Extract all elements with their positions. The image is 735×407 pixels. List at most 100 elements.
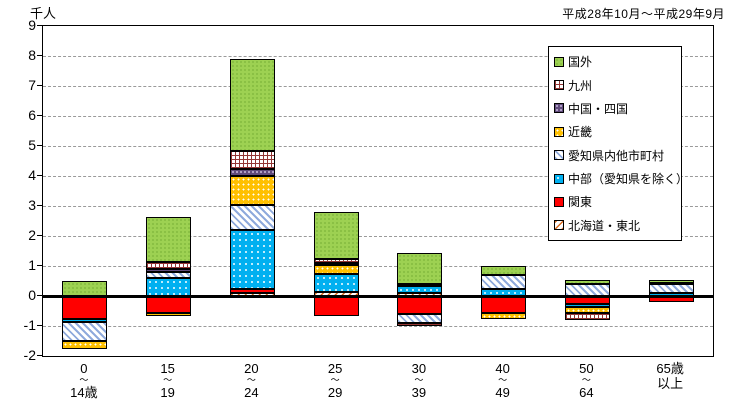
kokugai-swatch-icon [554,56,564,67]
x-axis-label-line: ～ [498,375,508,385]
x-axis-label: 20 ～ 24 [210,361,294,400]
x-axis-label-line: ～ [163,375,173,385]
y-axis-label: 8 [28,47,36,63]
kanto-swatch-icon [554,196,564,207]
x-axis-label: 0 ～ 14歳 [42,361,126,400]
gridline [43,206,713,207]
bar-segment-chubu [397,285,443,293]
bar-segment-chugoku-shikoku [397,284,443,286]
gridline [43,176,713,177]
bar-segment-kyushu [229,150,275,169]
x-axis-label-line: 15 [160,361,175,376]
x-axis-label-line: 49 [495,385,510,400]
bar-segment-kinki [146,312,192,316]
x-axis-label-line: 25 [327,361,343,376]
aichi-swatch-icon [554,150,564,161]
y-axis-label: -1 [23,317,36,333]
x-axis-label-line: ～ [79,375,89,385]
bar-segment-chubu [62,318,108,322]
bar-segment-aichi [397,314,443,323]
bar-segment-kokugai [564,279,610,284]
x-axis-label-line: 以上 [657,376,684,391]
bar-segment-kanto [229,288,275,293]
x-axis-label-line: ～ [414,375,424,385]
legend-box: 国外 九州 中国・四国 近畿 愛知県内他市町村 中部（愛知県を除く） 関東 北海道・東北 [548,46,688,241]
y-axis-tick [37,55,42,56]
bar-segment-kanto [146,296,192,313]
y-axis-tick [37,25,42,26]
legend-item-kinki: 近畿 [554,123,679,140]
y-axis-tick [37,85,42,86]
bar-segment-kanto [62,296,108,319]
legend-item-chugoku-shikoku: 中国・四国 [554,100,679,117]
y-axis-label: 5 [28,137,36,153]
y-axis-tick [37,115,42,116]
x-axis-label-line: 65歳 [656,361,684,376]
x-axis-label: 40 ～ 49 [461,361,545,400]
bar-segment-chugoku-shikoku [229,168,275,176]
gridline [43,326,713,327]
gridline [43,146,713,147]
x-axis-label-line: 24 [244,385,259,400]
bar-segment-kokugai [62,281,108,296]
x-axis-label: 15 ～ 19 [126,361,210,400]
bar-segment-kokugai [313,212,359,259]
x-axis-label-line: 64 [579,385,594,400]
legend-label: 国外 [568,55,593,70]
x-axis-label: 50 ～ 64 [545,361,629,400]
x-axis-label: 65歳 以上 [628,361,712,391]
y-axis-label: 7 [28,77,36,93]
legend-item-chubu: 中部（愛知県を除く） [554,170,688,187]
legend-label: 九州 [568,78,593,93]
legend-label: 近畿 [568,125,593,140]
bar-segment-aichi [481,275,527,289]
legend-label: 北海道・東北 [568,218,641,233]
y-axis-label: 6 [28,107,36,123]
legend-item-hokkaido-tohoku: 北海道・東北 [554,217,679,234]
y-axis-tick [37,265,42,266]
zero-axis-line [43,295,713,298]
bar-segment-kinki [564,306,610,313]
bar-segment-chugoku-shikoku [313,263,359,265]
y-axis-tick [37,205,42,206]
bar-segment-kinki [229,176,275,205]
bar-segment-kokugai [481,266,527,275]
x-axis-label-line: 50 [579,361,594,376]
gridline [43,266,713,267]
bar-segment-kokugai [397,252,443,284]
kinki-swatch-icon [554,126,564,137]
y-axis-tick [37,145,42,146]
y-axis-tick [37,325,42,326]
x-axis-label-line: 20 [244,361,259,376]
bar-segment-aichi [229,204,275,230]
y-axis-tick [37,355,42,356]
y-axis-label: 0 [28,287,36,303]
y-axis-tick [37,235,42,236]
bar-segment-kinki [62,341,108,349]
x-axis-label-line: 19 [160,385,175,400]
bar-segment-kinki [481,312,527,319]
bar-segment-aichi [146,272,192,278]
bar-segment-kokugai [229,59,275,151]
x-axis-label-line: 14歳 [70,385,98,400]
legend-item-kanto: 関東 [554,193,679,210]
legend-item-kokugai: 国外 [554,53,679,70]
x-axis-label-line: 30 [411,361,427,376]
bar-segment-chugoku-shikoku [146,269,192,272]
bar-segment-kyushu [648,282,694,285]
x-axis-label-line: 0 [80,361,88,376]
legend-label: 関東 [568,195,593,210]
x-axis-label-line: ～ [246,375,256,385]
bar-segment-kinki [313,264,359,274]
bar-segment-kanto [313,296,359,316]
x-axis-label-line: ～ [330,375,340,385]
y-axis-label: 1 [28,257,36,273]
bar-segment-aichi [648,284,694,293]
y-axis-unit-label: 千人 [30,6,57,21]
bar-segment-kanto [481,296,527,313]
bar-segment-chubu [313,273,359,292]
legend-label: 中国・四国 [568,101,629,116]
chugoku-shikoku-swatch-icon [554,103,564,114]
bar-segment-kyushu [146,261,192,269]
